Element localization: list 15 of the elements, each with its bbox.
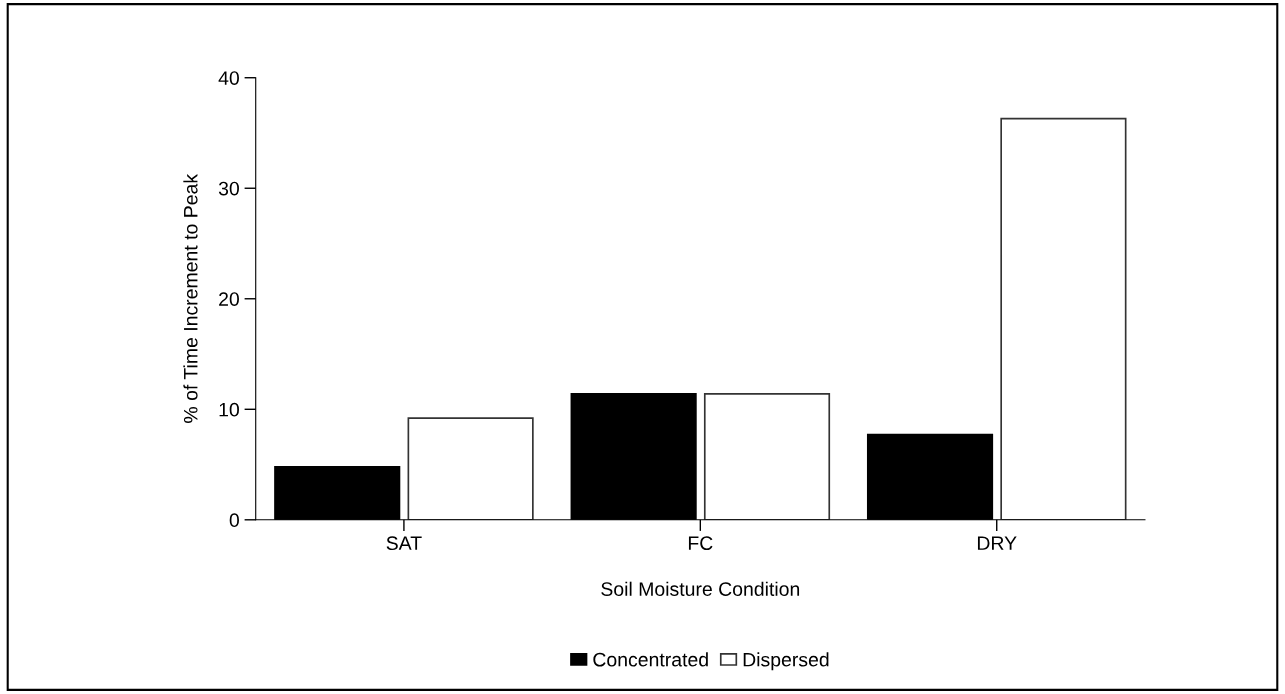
y-axis-title: % of Time Increment to Peak	[183, 173, 198, 423]
legend-label: Concentrated	[593, 652, 708, 667]
bar	[407, 417, 534, 520]
x-tick-label: FC	[688, 536, 713, 551]
legend-label: Dispersed	[743, 652, 829, 671]
y-tick-label: 0	[229, 513, 239, 528]
x-tick-label: DRY	[977, 536, 1017, 550]
bar	[1000, 117, 1127, 520]
y-tick-label: 30	[218, 181, 239, 196]
y-tick-label: 10	[219, 402, 239, 417]
bar	[703, 392, 831, 520]
y-tick-label: 20	[219, 292, 239, 306]
x-axis-title: Soil Moisture Condition	[601, 581, 800, 596]
y-tick-label: 40	[218, 71, 239, 85]
x-tick-label: SAT	[386, 536, 422, 551]
